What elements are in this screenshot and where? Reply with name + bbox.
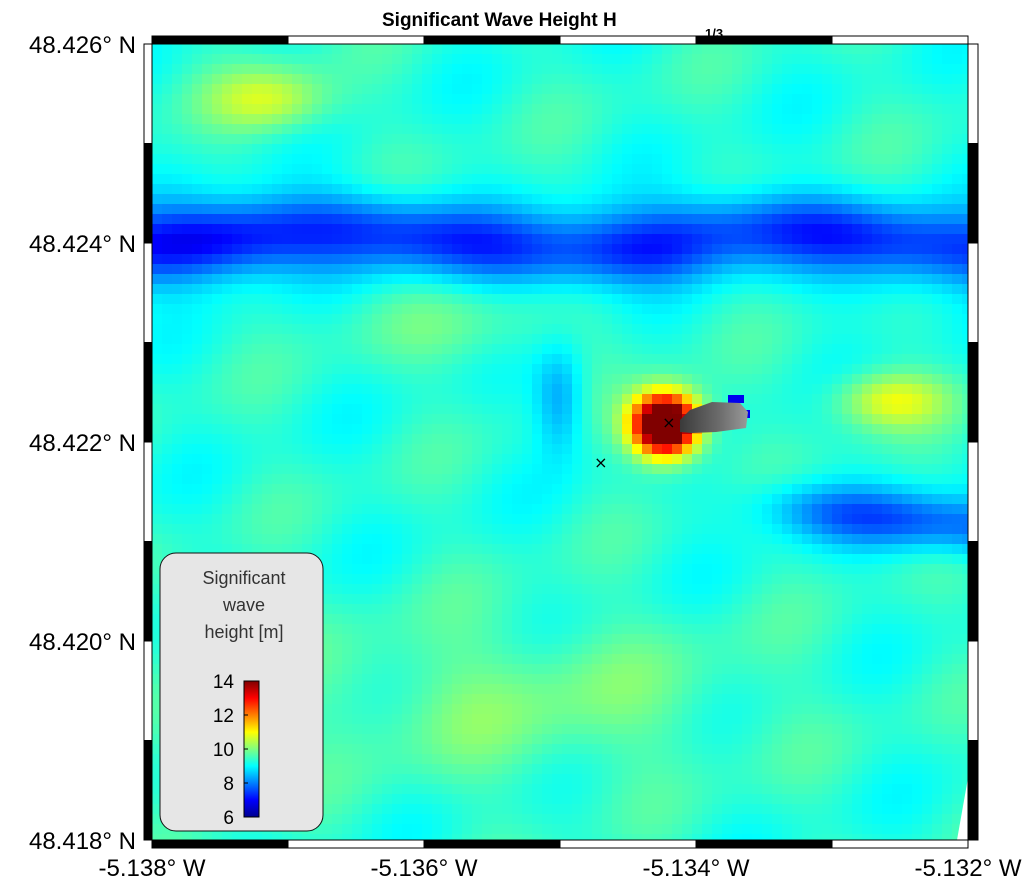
map-frame [143, 35, 979, 849]
colorbar-legend: Significant wave height [m] 14 12 10 8 6 [159, 552, 324, 832]
latitude-labels: 48.426° N 48.424° N 48.422° N 48.420° N 48.4… [29, 32, 136, 855]
lon-label: -5.132° W [915, 855, 1022, 882]
colorbar-tick-label: 14 [213, 672, 235, 693]
lat-label: 48.422° N [29, 430, 136, 457]
lat-label: 48.420° N [29, 629, 136, 656]
colorbar-title-line-3: height [m] [204, 622, 283, 642]
lon-label: -5.138° W [99, 855, 206, 882]
colorbar-tick-label: 8 [223, 774, 234, 795]
lat-label: 48.424° N [29, 231, 136, 258]
colorbar-title-line-2: wave [222, 595, 265, 615]
structure-patch [680, 395, 750, 433]
colorbar-ticks: 14 12 10 8 6 [213, 672, 248, 829]
colorbar-title-line-1: Significant [202, 568, 285, 588]
colorbar-tick-label: 6 [223, 808, 234, 829]
lon-label: -5.136° W [371, 855, 478, 882]
colorbar-tick-label: 10 [213, 740, 234, 761]
sensor-markers: ×× [594, 413, 675, 472]
longitude-labels: -5.138° W -5.136° W -5.134° W -5.132° W [99, 855, 1022, 882]
map-title-subscript: 1/3 [705, 26, 723, 41]
no-data-corner [957, 778, 968, 840]
colorbar-tick-label: 12 [213, 706, 234, 727]
lon-label: -5.134° W [643, 855, 750, 882]
sensor-marker: × [662, 413, 675, 432]
lat-label: 48.426° N [29, 32, 136, 59]
sensor-marker: × [594, 453, 607, 472]
map-title: Significant Wave Height H [382, 10, 617, 31]
lat-label: 48.418° N [29, 828, 136, 855]
